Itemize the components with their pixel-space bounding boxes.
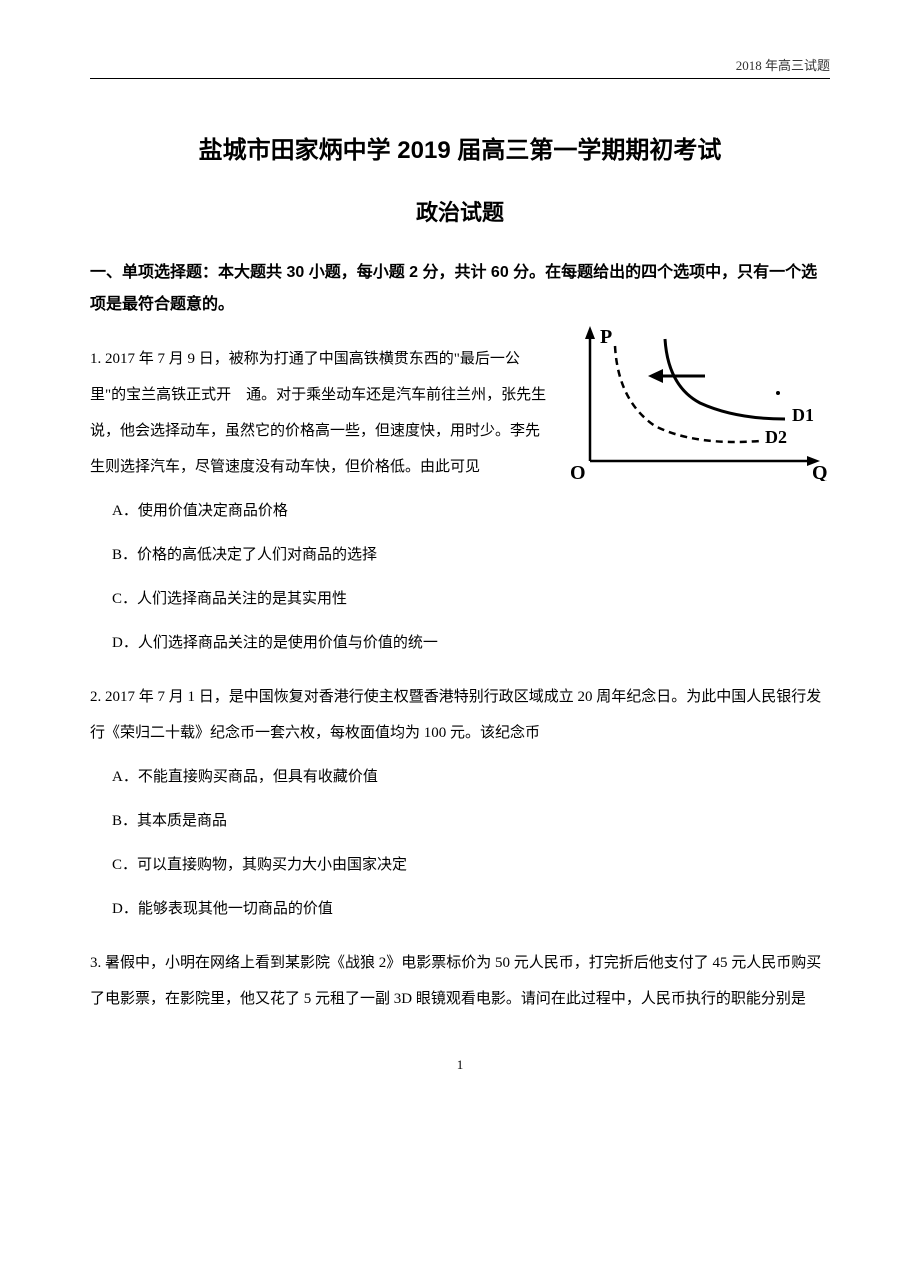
- curve-d2-label: D2: [765, 427, 787, 447]
- question-1: P Q O D1 D2 1. 2017 年 7 月 9 日，被称为打通了中国高铁…: [90, 341, 830, 661]
- x-axis-label: Q: [812, 462, 828, 481]
- question-2-text: 2017 年 7 月 1 日，是中国恢复对香港行使主权暨香港特别行政区域成立 2…: [90, 689, 821, 741]
- point-dot: [776, 391, 780, 395]
- question-1-number: 1.: [90, 351, 101, 367]
- y-axis-label: P: [600, 326, 612, 348]
- question-1-option-c: C．人们选择商品关注的是其实用性: [90, 581, 830, 617]
- question-2-option-b: B．其本质是商品: [90, 803, 830, 839]
- origin-label: O: [570, 462, 586, 481]
- question-1-text: 2017 年 7 月 9 日，被称为打通了中国高铁横贯东西的"最后一公里"的宝兰…: [90, 351, 546, 475]
- question-3-text: 暑假中，小明在网络上看到某影院《战狼 2》电影票标价为 50 元人民币，打完折后…: [90, 955, 821, 1007]
- question-2-number: 2.: [90, 689, 101, 705]
- section-header: 一、单项选择题：本大题共 30 小题，每小题 2 分，共计 60 分。在每题给出…: [90, 257, 830, 321]
- question-1-option-d: D．人们选择商品关注的是使用价值与价值的统一: [90, 625, 830, 661]
- demand-curve-chart: P Q O D1 D2: [560, 321, 830, 481]
- question-2: 2. 2017 年 7 月 1 日，是中国恢复对香港行使主权暨香港特别行政区域成…: [90, 679, 830, 927]
- document-title: 盐城市田家炳中学 2019 届高三第一学期期初考试: [90, 130, 830, 165]
- question-2-option-a: A．不能直接购买商品，但具有收藏价值: [90, 759, 830, 795]
- curve-d1: [665, 339, 785, 419]
- question-3-number: 3.: [90, 955, 101, 971]
- question-2-option-d: D．能够表现其他一切商品的价值: [90, 891, 830, 927]
- curve-d1-label: D1: [792, 405, 814, 425]
- document-subtitle: 政治试题: [90, 195, 830, 227]
- question-1-option-a: A．使用价值决定商品价格: [90, 493, 830, 529]
- question-2-option-c: C．可以直接购物，其购买力大小由国家决定: [90, 847, 830, 883]
- y-axis-arrow: [585, 326, 595, 339]
- page-number: 1: [90, 1057, 830, 1073]
- shift-arrow-head: [648, 369, 663, 383]
- header-divider: [90, 78, 830, 79]
- header-year-text: 2018 年高三试题: [736, 55, 830, 74]
- question-3: 3. 暑假中，小明在网络上看到某影院《战狼 2》电影票标价为 50 元人民币，打…: [90, 945, 830, 1017]
- question-1-option-b: B．价格的高低决定了人们对商品的选择: [90, 537, 830, 573]
